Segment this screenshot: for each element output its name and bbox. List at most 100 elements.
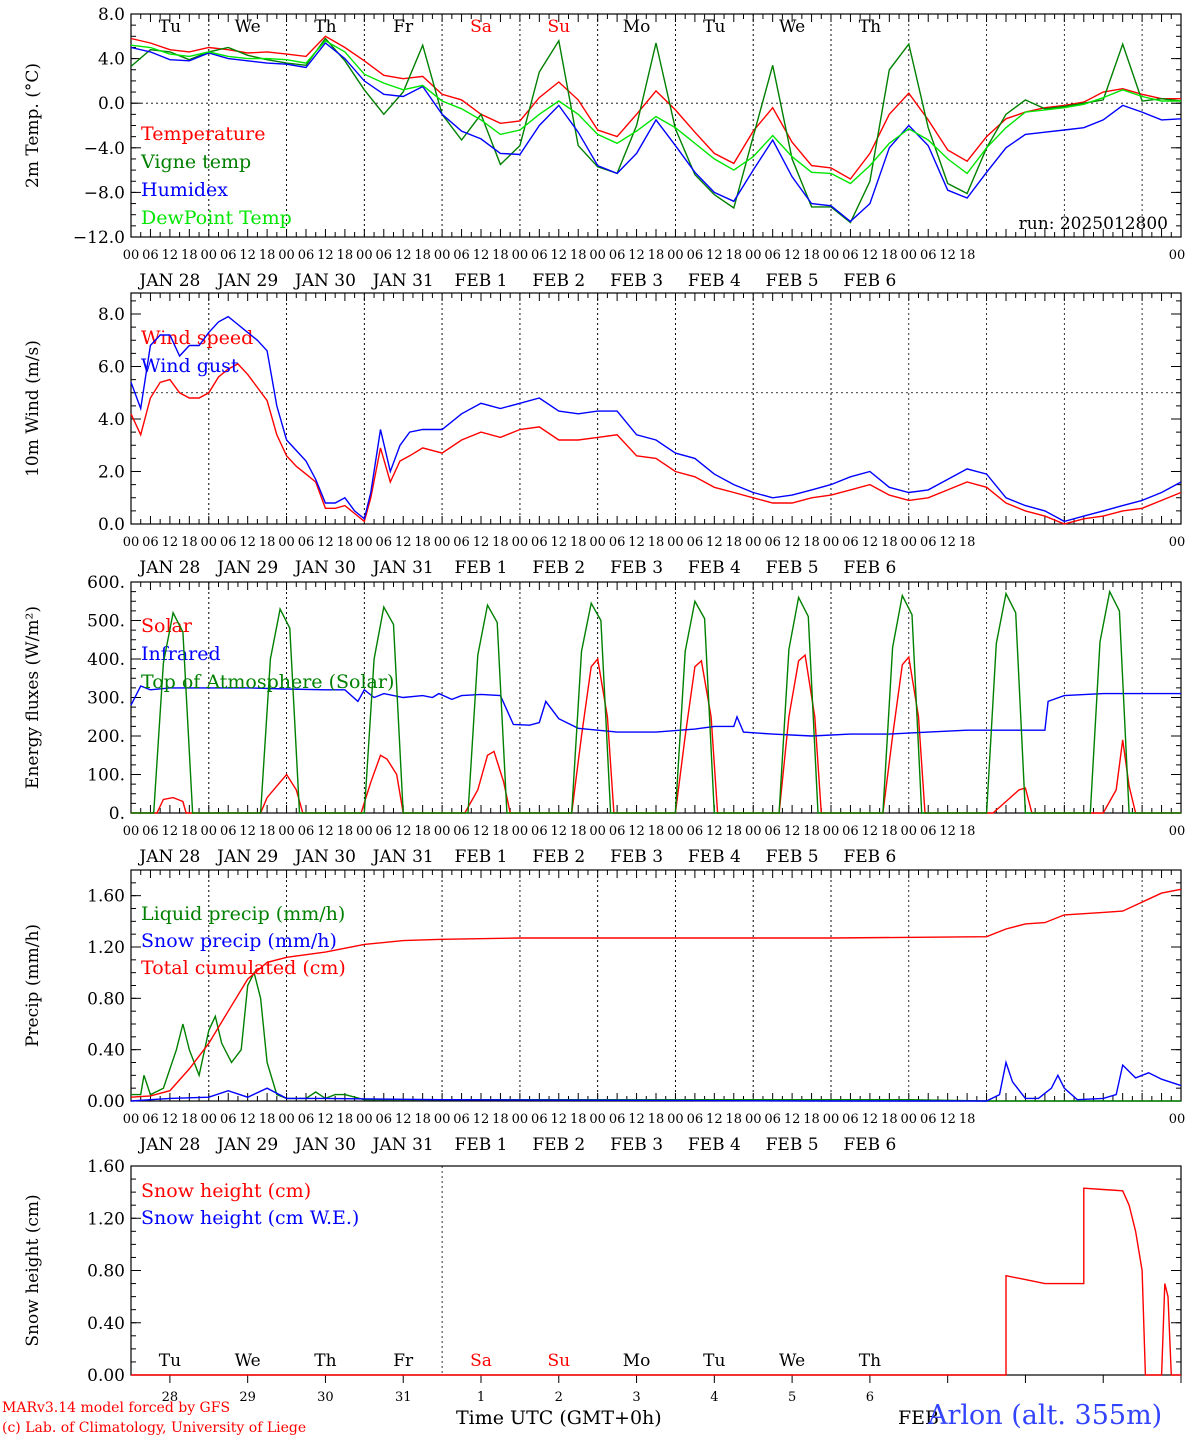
hour-tick-label: 06: [220, 824, 237, 839]
y-tick-label: 500.: [87, 612, 125, 632]
date-label: JAN 28: [137, 847, 200, 867]
hour-tick-label: 00: [823, 824, 840, 839]
date-label: FEB 1: [455, 1135, 508, 1155]
hour-tick-label: 18: [181, 248, 198, 263]
series-line-humidex: [130, 42, 1182, 223]
hour-tick-label: 12: [784, 1112, 801, 1127]
date-label: FEB 4: [688, 1135, 741, 1155]
weekday-label: Th: [314, 1351, 336, 1371]
date-label: JAN 29: [215, 847, 278, 867]
y-axis-label: 2m Temp. (°C): [23, 63, 43, 188]
hour-tick-label: 12: [551, 824, 568, 839]
hour-tick-label: 18: [570, 824, 587, 839]
hour-tick-label: 18: [414, 535, 431, 550]
y-tick-label: 6.0: [98, 358, 125, 378]
hour-tick-label: 00: [823, 248, 840, 263]
y-tick-label: −4.0: [84, 139, 125, 159]
hour-tick-label: 06: [609, 824, 626, 839]
hour-tick-label: 06: [142, 248, 159, 263]
hour-tick-label: 06: [764, 535, 781, 550]
y-axis-label: Energy fluxes (W/m²): [23, 606, 43, 789]
date-label: FEB 6: [843, 847, 896, 867]
hour-tick-label: 12: [395, 824, 412, 839]
hour-tick-label: 12: [706, 535, 723, 550]
hour-tick-label: 12: [862, 535, 879, 550]
legend-entry: Temperature: [141, 123, 265, 145]
hour-tick-label: 12: [239, 248, 256, 263]
date-label: JAN 31: [371, 847, 434, 867]
hour-tick-label: 06: [376, 535, 393, 550]
hour-tick-label: 00: [356, 248, 373, 263]
hour-tick-label: 12: [239, 824, 256, 839]
hour-tick-label: 12: [784, 535, 801, 550]
hour-tick-label: 18: [259, 824, 276, 839]
hour-tick-label: 00: [1169, 248, 1186, 263]
date-label: JAN 28: [137, 271, 200, 291]
weekday-label: Fr: [393, 1351, 414, 1371]
hour-tick-label: 18: [492, 248, 509, 263]
y-tick-label: 1.60: [87, 887, 125, 907]
day-number-label: 6: [866, 1390, 874, 1405]
y-tick-label: 8.0: [98, 305, 125, 325]
hour-tick-label: 12: [862, 824, 879, 839]
hour-tick-label: 00: [123, 824, 140, 839]
date-label: FEB 4: [688, 558, 741, 578]
hour-tick-label: 06: [142, 1112, 159, 1127]
hour-tick-label: 18: [337, 824, 354, 839]
weekday-label: Fr: [393, 17, 414, 37]
weekday-label: Th: [859, 17, 881, 37]
hour-tick-label: 12: [317, 824, 334, 839]
series-line-liquid-precip-mm-h-: [131, 970, 1181, 1102]
hour-tick-label: 00: [1169, 535, 1186, 550]
series-line-top-of-atmosphere-solar-: [131, 589, 1181, 814]
legend-entry: Vigne temp: [140, 151, 251, 173]
hour-tick-label: 18: [881, 535, 898, 550]
hour-tick-label: 00: [434, 824, 451, 839]
hour-tick-label: 00: [123, 535, 140, 550]
day-number-label: 31: [395, 1390, 412, 1405]
y-tick-label: 0.: [109, 804, 125, 824]
hour-tick-label: 12: [939, 535, 956, 550]
date-label: JAN 31: [371, 1135, 434, 1155]
hour-tick-label: 12: [784, 824, 801, 839]
hour-tick-label: 00: [278, 535, 295, 550]
hour-tick-label: 12: [628, 824, 645, 839]
legend-entry: Wind speed: [141, 327, 253, 349]
hour-tick-label: 18: [726, 1112, 743, 1127]
hour-tick-label: 18: [570, 535, 587, 550]
day-number-label: 29: [239, 1390, 256, 1405]
hour-tick-label: 18: [181, 535, 198, 550]
plot-frame: [130, 292, 1182, 525]
y-tick-label: 1.60: [87, 1157, 125, 1177]
hour-tick-label: 18: [959, 535, 976, 550]
hour-tick-label: 12: [473, 248, 490, 263]
hour-tick-label: 06: [531, 248, 548, 263]
y-tick-label: −8.0: [84, 183, 125, 203]
hour-tick-label: 00: [589, 1112, 606, 1127]
hour-tick-label: 00: [356, 535, 373, 550]
hour-tick-label: 06: [609, 1112, 626, 1127]
legend-entry: Snow height (cm): [141, 1180, 311, 1202]
date-label: FEB 2: [532, 847, 585, 867]
date-label: FEB 5: [766, 271, 819, 291]
hour-tick-label: 12: [862, 248, 879, 263]
y-tick-label: 0.0: [98, 94, 125, 114]
date-label: FEB 1: [455, 847, 508, 867]
hour-tick-label: 00: [201, 248, 218, 263]
weekday-label: Sa: [470, 1351, 492, 1371]
hour-tick-label: 00: [201, 535, 218, 550]
hour-tick-label: 00: [823, 535, 840, 550]
date-label: FEB 3: [610, 1135, 663, 1155]
hour-tick-label: 06: [764, 248, 781, 263]
legend-entry: Infrared: [141, 643, 221, 665]
hour-tick-label: 00: [901, 1112, 918, 1127]
hour-tick-label: 00: [512, 1112, 529, 1127]
x-axis-label: Time UTC (GMT+0h): [456, 1407, 662, 1429]
hour-tick-label: 06: [531, 1112, 548, 1127]
hour-tick-label: 12: [162, 1112, 179, 1127]
hour-tick-label: 06: [920, 1112, 937, 1127]
chart-panel-3: 600. 500. 400. 300. 200. 100. 0. Energy fluxes …: [23, 573, 1185, 867]
date-label: JAN 28: [137, 558, 200, 578]
hour-tick-label: 00: [123, 248, 140, 263]
hour-tick-label: 00: [667, 248, 684, 263]
